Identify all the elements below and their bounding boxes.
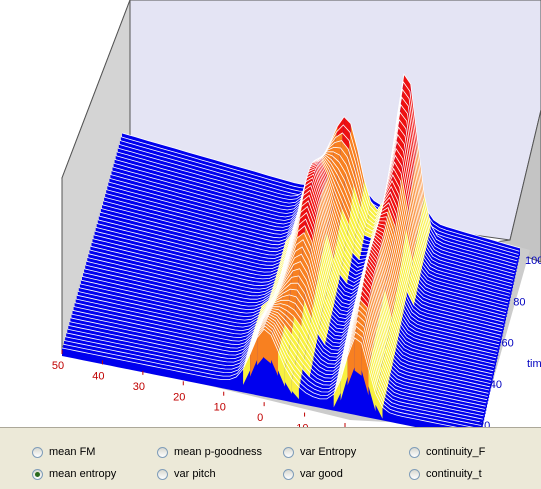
surface-patch bbox=[354, 337, 362, 376]
surface-patch bbox=[361, 343, 369, 396]
surface-patch bbox=[264, 329, 271, 364]
front-axis-tick-label: 50 bbox=[52, 360, 64, 372]
mesh-line bbox=[87, 218, 497, 355]
surface-patch bbox=[291, 379, 299, 400]
option-continuity-t[interactable]: continuity_t bbox=[409, 468, 482, 480]
front-axis-tick-label: -10 bbox=[293, 423, 309, 427]
mesh-line bbox=[91, 194, 500, 342]
mesh-line bbox=[89, 205, 499, 349]
radio-button-icon[interactable] bbox=[32, 446, 43, 458]
radio-button-icon[interactable] bbox=[283, 446, 294, 458]
option-label: var pitch bbox=[174, 468, 216, 480]
mesh-line bbox=[75, 271, 490, 391]
mesh-line bbox=[80, 253, 493, 375]
front-axis-tick-label: 0 bbox=[257, 412, 263, 424]
mesh-line bbox=[74, 275, 489, 394]
radio-button-icon[interactable] bbox=[409, 446, 420, 458]
option-label: var good bbox=[300, 468, 343, 480]
mesh-line bbox=[68, 304, 485, 413]
option-label: mean FM bbox=[49, 446, 96, 458]
option-mean-p-goodness[interactable]: mean p-goodness bbox=[157, 446, 262, 458]
option-label: continuity_t bbox=[426, 468, 482, 480]
mesh-line bbox=[83, 246, 495, 368]
right-axis-title: time bbox=[527, 358, 541, 370]
radio-button-icon[interactable] bbox=[32, 468, 43, 480]
front-axis-tick-label: 30 bbox=[133, 381, 145, 393]
option-var-pitch[interactable]: var pitch bbox=[157, 468, 216, 480]
mesh-line bbox=[69, 298, 485, 410]
right-axis-tick-label: 40 bbox=[490, 379, 502, 391]
option-mean-fm[interactable]: mean FM bbox=[32, 446, 95, 458]
mesh-line bbox=[73, 280, 488, 397]
mesh-line bbox=[63, 325, 474, 427]
mesh-line bbox=[72, 284, 488, 401]
mesh-line bbox=[84, 239, 495, 365]
option-mean-entropy[interactable]: mean entropy bbox=[32, 468, 116, 480]
radio-button-icon[interactable] bbox=[409, 468, 420, 480]
front-axis-tick-label: 40 bbox=[92, 370, 104, 382]
surface-patch bbox=[271, 335, 278, 376]
mesh-line bbox=[78, 260, 492, 381]
front-axis-tick-label: 20 bbox=[173, 391, 185, 403]
mesh-line bbox=[92, 189, 501, 339]
surface-patch bbox=[368, 368, 376, 412]
radio-button-icon[interactable] bbox=[157, 446, 168, 458]
right-axis-tick-label: 80 bbox=[513, 296, 525, 308]
option-label: mean entropy bbox=[49, 468, 117, 480]
front-axis-tick-label: 10 bbox=[214, 402, 226, 414]
option-var-entropy[interactable]: var Entropy bbox=[283, 446, 356, 458]
surface-patch bbox=[340, 356, 348, 401]
radio-button-icon[interactable] bbox=[157, 468, 168, 480]
mesh-line bbox=[71, 289, 487, 404]
mesh-line bbox=[77, 264, 491, 384]
mesh-line bbox=[65, 320, 483, 423]
radio-button-icon[interactable] bbox=[283, 468, 294, 480]
surface-patch bbox=[375, 393, 383, 419]
mesh-line bbox=[90, 200, 499, 346]
mesh-line bbox=[79, 257, 492, 378]
mesh-line bbox=[86, 225, 497, 359]
mesh-line bbox=[66, 314, 483, 420]
surface-patch bbox=[250, 337, 258, 377]
right-axis-tick-label: 20 bbox=[478, 420, 490, 427]
option-label: continuity_F bbox=[426, 446, 486, 458]
surface-patch bbox=[257, 329, 264, 366]
option-label: var Entropy bbox=[300, 446, 357, 458]
surface-patch bbox=[347, 337, 355, 386]
mesh-line bbox=[76, 267, 490, 388]
surface-patch bbox=[278, 350, 285, 387]
surface-patch bbox=[243, 354, 251, 385]
mesh-line bbox=[88, 212, 498, 352]
mesh-line bbox=[70, 293, 486, 407]
mesh-line bbox=[61, 328, 458, 427]
surface-patch bbox=[333, 379, 341, 408]
surface-patch bbox=[284, 367, 292, 394]
right-axis-tick-label: 60 bbox=[502, 338, 514, 350]
mesh-line bbox=[67, 309, 484, 417]
right-axis-tick-label: 100 bbox=[525, 255, 541, 267]
mesh-line bbox=[64, 322, 482, 426]
option-label: mean p-goodness bbox=[174, 446, 263, 458]
mesh-line bbox=[81, 250, 494, 372]
metric-selector: mean FM mean p-goodness var Entropy cont… bbox=[0, 427, 541, 489]
option-continuity-f[interactable]: continuity_F bbox=[409, 446, 485, 458]
mesh-line bbox=[85, 232, 496, 362]
option-var-good[interactable]: var good bbox=[283, 468, 343, 480]
